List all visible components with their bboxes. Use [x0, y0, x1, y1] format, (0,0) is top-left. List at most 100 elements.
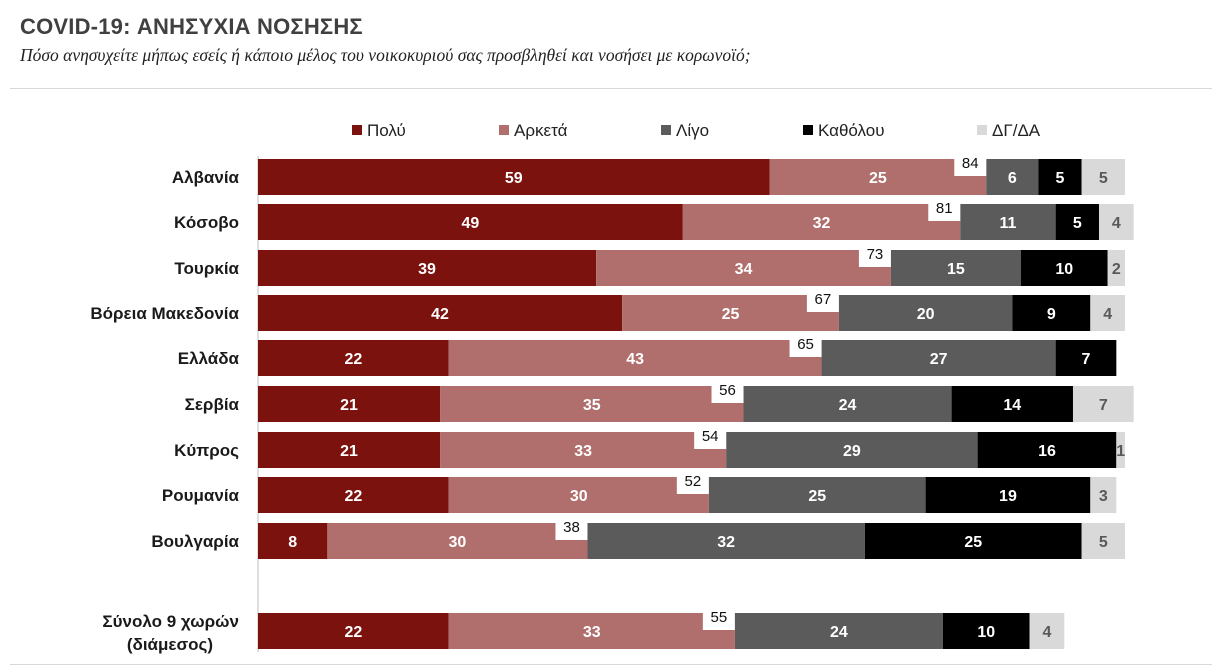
data-label: 39: [418, 261, 436, 278]
data-label: 43: [626, 351, 644, 368]
total-box: [555, 514, 588, 540]
total-label: 65: [797, 336, 814, 353]
bar-segment: [942, 613, 1030, 649]
total-box: [694, 423, 727, 449]
category-label: Αλβανία: [172, 168, 240, 187]
legend-label: ΔΓ/ΔΑ: [992, 121, 1041, 140]
legend-swatch: [977, 125, 987, 135]
total-label: 55: [711, 609, 728, 626]
data-label: 35: [583, 397, 601, 414]
bar-segment: [708, 477, 926, 513]
bar-segment: [951, 386, 1073, 422]
data-label: 33: [574, 443, 592, 460]
bar-segment: [327, 523, 588, 559]
data-label: 32: [813, 215, 831, 232]
bar-segment: [258, 432, 441, 468]
bar-segment: [734, 613, 943, 649]
data-label: 5: [1099, 170, 1108, 187]
bar-segment: [1055, 340, 1117, 376]
data-label: 14: [1003, 397, 1021, 414]
bar-segment: [890, 250, 1021, 286]
legend-label: Λίγο: [676, 121, 709, 140]
data-label: 6: [1008, 170, 1017, 187]
bar-segment: [1090, 295, 1125, 331]
bar-segment: [682, 204, 961, 240]
bar-segment: [1081, 159, 1125, 195]
bar-segment: [440, 432, 727, 468]
legend-swatch: [661, 125, 671, 135]
bar-segment: [1107, 250, 1125, 286]
data-label: 33: [583, 624, 601, 641]
category-label: (διάμεσος): [127, 635, 213, 654]
bar-segment: [258, 250, 597, 286]
total-box: [676, 468, 709, 494]
bar-segment: [258, 523, 328, 559]
bar-segment: [1038, 159, 1082, 195]
total-label: 81: [936, 200, 953, 217]
total-box: [806, 286, 839, 312]
bar-segment: [1029, 613, 1065, 649]
bar-segment: [258, 340, 449, 376]
total-box: [789, 331, 822, 357]
data-label: 10: [977, 624, 995, 641]
data-label: 20: [917, 306, 935, 323]
data-label: 27: [930, 351, 948, 368]
category-label: Τουρκία: [174, 259, 239, 278]
data-label: 34: [735, 261, 753, 278]
data-label: 5: [1056, 170, 1065, 187]
data-label: 4: [1043, 624, 1052, 641]
chart-title: COVID-19: ΑΝΗΣΥΧΙΑ ΝΟΣΗΣΗΣ: [20, 14, 363, 39]
footer-divider: [10, 664, 1212, 665]
bar-segment: [448, 613, 735, 649]
bar-segment: [258, 295, 623, 331]
total-box: [858, 241, 891, 267]
total-box: [702, 604, 735, 630]
bar-segment: [587, 523, 865, 559]
data-label: 42: [431, 306, 449, 323]
data-label: 1: [1116, 443, 1125, 460]
legend-label: Καθόλου: [818, 121, 885, 140]
data-label: 8: [288, 534, 297, 551]
bar-segment: [821, 340, 1056, 376]
header-divider: [10, 88, 1212, 89]
bar-segment: [258, 477, 449, 513]
bar-segment: [1072, 386, 1134, 422]
data-label: 24: [830, 624, 848, 641]
total-label: 73: [867, 246, 884, 263]
bar-segment: [864, 523, 1082, 559]
bar-segment: [1116, 432, 1125, 468]
data-label: 7: [1082, 351, 1091, 368]
category-label: Βουλγαρία: [151, 532, 239, 551]
data-label: 25: [808, 488, 826, 505]
bar-segment: [1055, 204, 1099, 240]
bar-segment: [258, 204, 683, 240]
data-label: 22: [344, 351, 362, 368]
total-label: 84: [962, 155, 979, 172]
data-label: 49: [462, 215, 480, 232]
bar-segment: [769, 159, 987, 195]
data-label: 19: [999, 488, 1017, 505]
bar-segment: [448, 477, 709, 513]
bar-segment: [622, 295, 839, 331]
data-label: 24: [839, 397, 857, 414]
legend-swatch: [803, 125, 813, 135]
legend-label: Πολύ: [367, 121, 406, 140]
bar-segment: [1098, 204, 1134, 240]
total-label: 52: [684, 473, 701, 490]
bar-segment: [1012, 295, 1091, 331]
data-label: 21: [340, 397, 358, 414]
data-label: 59: [505, 170, 523, 187]
data-label: 16: [1038, 443, 1056, 460]
bar-segment: [258, 613, 449, 649]
data-label: 3: [1099, 488, 1108, 505]
data-label: 7: [1099, 397, 1108, 414]
bar-segment: [1081, 523, 1125, 559]
data-label: 21: [340, 443, 358, 460]
data-label: 4: [1112, 215, 1121, 232]
legend-label: Αρκετά: [514, 121, 568, 140]
data-label: 25: [964, 534, 982, 551]
bar-segment: [960, 204, 1056, 240]
data-label: 9: [1047, 306, 1056, 323]
category-label: Κόσοβο: [174, 213, 239, 232]
